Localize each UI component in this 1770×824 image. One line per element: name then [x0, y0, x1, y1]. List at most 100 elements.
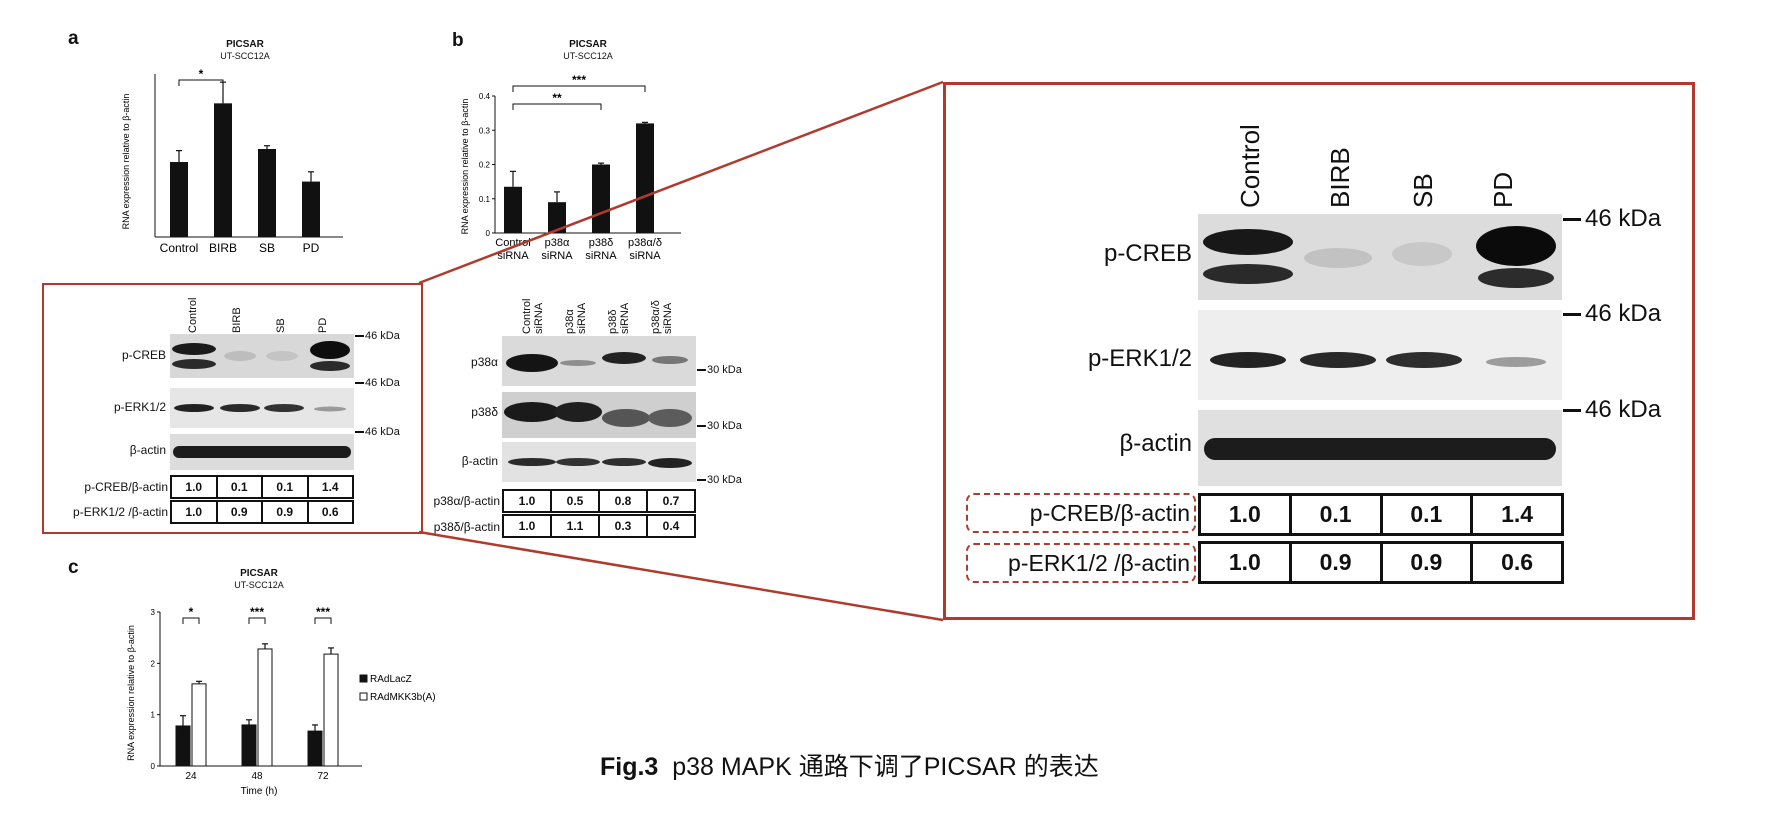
blot-b-lane-1-text: p38α siRNA — [564, 302, 588, 334]
zoom-kda-0: 46 kDa — [1563, 205, 1661, 233]
blot-b-row-0: p38α — [471, 355, 498, 369]
blot-b-lane-0-text: Control siRNA — [521, 298, 545, 334]
blot-b-lane-2-text: p38δ siRNA — [607, 302, 631, 334]
blot-b-row-2: β-actin — [461, 454, 498, 468]
blot-b-quant-label-0: p38α/β-actin — [433, 494, 500, 508]
blot-b-q1-c2: 0.3 — [598, 514, 648, 538]
chart-a-xtick-2: SB — [259, 241, 275, 255]
caption-fig-number: Fig.3 — [600, 753, 659, 781]
blot-b-q0-c2: 0.8 — [598, 489, 648, 513]
zoom-lane-1: BIRB — [1325, 147, 1355, 208]
blot-b-q1-c0: 1.0 — [502, 514, 552, 538]
panel-c-title: PICSAR — [240, 568, 278, 579]
chart-b-ylabel: RNA expression relative to β-actin — [460, 99, 470, 235]
blot-b-p38a — [502, 336, 696, 386]
zoom-quant-label-0: p-CREB/β-actin — [966, 493, 1196, 533]
blot-b-lane-1: p38α siRNA — [564, 290, 588, 334]
blot-a-kda-1: 46 kDa — [355, 377, 400, 389]
zoom-lane-2: SB — [1408, 173, 1438, 208]
blot-b-actin — [502, 442, 696, 482]
zoom-lane-3: PD — [1488, 171, 1518, 208]
chart-b-xtick-sub-3: siRNA — [629, 250, 661, 262]
chart-c-bar-1-1 — [257, 648, 273, 767]
blot-b-kda-2: 30 kDa — [697, 474, 742, 486]
blot-a-q1-c0: 1.0 — [170, 500, 218, 524]
chart-c-ytick-3: 3 — [151, 608, 156, 617]
chart-b-ytick-0: 0 — [486, 229, 491, 238]
zoom-lane-0: Control — [1235, 124, 1265, 208]
blot-a-pcreb — [170, 334, 354, 378]
blot-a-q1-c3: 0.6 — [306, 500, 354, 524]
chart-b-ytick-3: 0.3 — [479, 126, 491, 135]
chart-c-xtick-0: 24 — [185, 771, 197, 782]
chart-b-xtick-0: Control — [495, 237, 530, 249]
zoom-q1-c2: 0.9 — [1379, 541, 1474, 584]
chart-c-bar-1-0 — [241, 724, 257, 767]
blot-b-lane-2: p38δ siRNA — [607, 290, 631, 334]
chart-b-ytick-2: 0.2 — [479, 161, 491, 170]
panel-a-subtitle: UT-SCC12A — [220, 51, 270, 61]
chart-c-legend-swatch-0 — [359, 674, 368, 683]
blot-a-actin — [170, 434, 354, 470]
chart-b-xtick-sub-1: siRNA — [541, 250, 573, 262]
blot-a-quant-label-0: p-CREB/β-actin — [84, 480, 168, 494]
chart-c-legend-label-0: RAdLacZ — [370, 674, 412, 685]
blot-a-row-1: p-ERK1/2 — [113, 400, 166, 414]
panel-b-subtitle: UT-SCC12A — [563, 51, 613, 61]
blot-a-lane-3: PD — [317, 317, 329, 333]
chart-b-ytick-4: 0.4 — [479, 92, 491, 101]
chart-b-bar-0 — [504, 186, 522, 233]
chart-c-legend-label-1: RAdMKK3b(A) — [370, 692, 436, 703]
blot-a-lane-1: BIRB — [231, 307, 243, 333]
blot-b-q0-c1: 0.5 — [550, 489, 600, 513]
chart-c-ytick-0: 0 — [151, 762, 156, 771]
figure-caption: Fig.3 p38 MAPK 通路下调了PICSAR 的表达 — [600, 747, 1099, 783]
chart-b-ytick-1: 0.1 — [479, 195, 491, 204]
chart-c-xtick-1: 48 — [251, 771, 263, 782]
zoom-row-2: β-actin — [1119, 430, 1193, 457]
zoom-q1-c1: 0.9 — [1288, 541, 1383, 584]
panel-a-title: PICSAR — [226, 39, 264, 50]
blot-a-q0-c1: 0.1 — [215, 475, 263, 499]
chart-b-xtick-sub-0: siRNA — [497, 250, 529, 262]
chart-b-0-sig-label: ** — [552, 91, 562, 105]
chart-a-bar-0 — [170, 162, 188, 237]
zoom-blot-actin — [1198, 410, 1562, 486]
chart-c-ylabel: RNA expression relative to β-actin — [126, 625, 136, 761]
chart-c-legend-swatch-1 — [359, 692, 368, 701]
panel-a-letter: a — [68, 28, 79, 49]
chart-a-bar-3 — [302, 181, 320, 237]
blot-a-q0-c3: 1.4 — [306, 475, 354, 499]
chart-b-xtick-3: p38α/δ — [628, 237, 662, 249]
blot-b-lane-0: Control siRNA — [521, 290, 545, 334]
chart-c-2-sig-label: *** — [316, 605, 330, 619]
chart-a-0-bracket — [178, 79, 224, 86]
blot-a-q1-c1: 0.9 — [215, 500, 263, 524]
blot-a-lane-0: Control — [187, 297, 199, 333]
blot-b-kda-0: 30 kDa — [697, 364, 742, 376]
chart-b-1-sig-label: *** — [572, 73, 586, 87]
chart-b-bar-1 — [548, 202, 566, 233]
chart-c-1-sig-label: *** — [250, 605, 264, 619]
blot-b-q0-c0: 1.0 — [502, 489, 552, 513]
zoom-row-1: p-ERK1/2 — [1087, 345, 1192, 372]
blot-a-row-0: p-CREB — [121, 348, 166, 362]
panel-b-letter: b — [452, 30, 464, 51]
blot-a-q0-c0: 1.0 — [170, 475, 218, 499]
zoom-q0-c0: 1.0 — [1198, 493, 1292, 536]
blot-b-kda-1: 30 kDa — [697, 420, 742, 432]
blot-a-perk — [170, 388, 354, 428]
blot-a-row-2: β-actin — [129, 443, 166, 457]
chart-c-2-bracket — [314, 617, 332, 624]
zoom-quant-table: 1.0 0.1 0.1 1.4 1.0 0.9 0.9 0.6 — [1198, 493, 1564, 584]
chart-c-0-bracket — [182, 617, 200, 624]
chart-a-xtick-0: Control — [160, 241, 199, 255]
blot-a-lane-2: SB — [275, 318, 287, 333]
blot-b-quant-label-1: p38δ/β-actin — [433, 520, 500, 534]
blot-b-p38d — [502, 392, 696, 438]
zoom-q1-c0: 1.0 — [1198, 541, 1292, 584]
chart-c-1-bracket — [248, 617, 266, 624]
chart-b: RNA expression relative to β-actin 0 0.1 0.… — [460, 73, 681, 262]
caption-text: p38 MAPK 通路下调了PICSAR 的表达 — [672, 753, 1099, 781]
chart-a-xtick-3: PD — [303, 241, 320, 255]
